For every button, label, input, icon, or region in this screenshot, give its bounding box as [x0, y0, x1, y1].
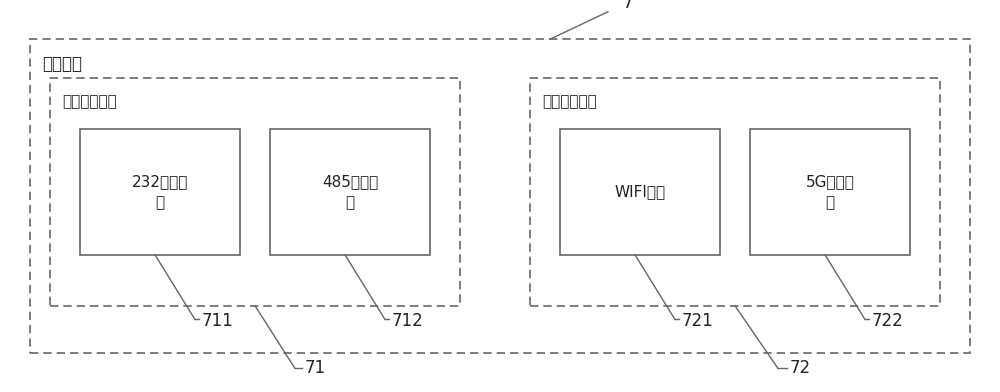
- Text: 485通讯电
路: 485通讯电 路: [322, 174, 378, 210]
- Text: 72: 72: [790, 359, 811, 377]
- Text: 通讯模块: 通讯模块: [42, 55, 82, 73]
- Text: 串口通讯模块: 串口通讯模块: [62, 94, 117, 109]
- Text: 5G通讯模
块: 5G通讯模 块: [806, 174, 854, 210]
- Text: 无线通讯模块: 无线通讯模块: [542, 94, 597, 109]
- Text: 721: 721: [682, 312, 714, 330]
- Text: WIFI模块: WIFI模块: [614, 185, 666, 200]
- Text: 711: 711: [202, 312, 234, 330]
- Text: 7: 7: [623, 0, 634, 12]
- Text: 71: 71: [305, 359, 326, 377]
- Text: 232串口电
路: 232串口电 路: [132, 174, 188, 210]
- Text: 722: 722: [872, 312, 904, 330]
- Text: 712: 712: [392, 312, 424, 330]
